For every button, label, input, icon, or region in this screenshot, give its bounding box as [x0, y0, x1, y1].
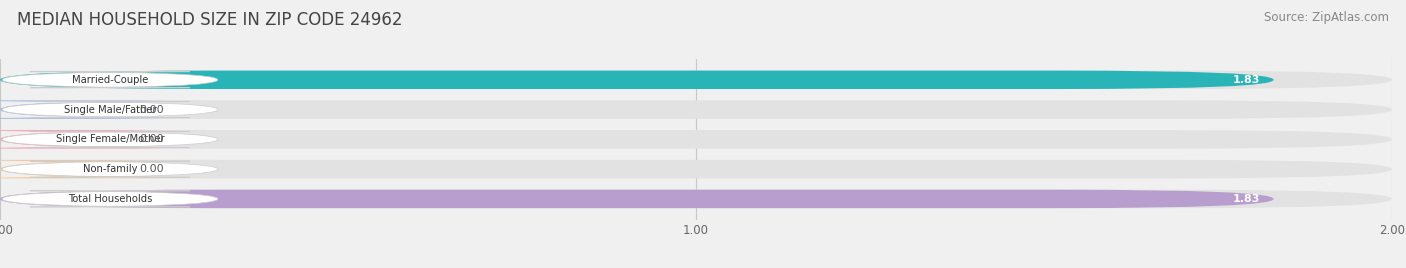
FancyBboxPatch shape	[1, 161, 218, 177]
Text: 1.83: 1.83	[1232, 75, 1260, 85]
FancyBboxPatch shape	[1, 72, 218, 88]
FancyBboxPatch shape	[0, 190, 1392, 208]
Text: Single Female/Mother: Single Female/Mother	[56, 134, 165, 144]
FancyBboxPatch shape	[1, 102, 218, 118]
Text: MEDIAN HOUSEHOLD SIZE IN ZIP CODE 24962: MEDIAN HOUSEHOLD SIZE IN ZIP CODE 24962	[17, 11, 402, 29]
FancyBboxPatch shape	[1, 191, 218, 207]
Text: 0.00: 0.00	[139, 105, 165, 115]
Text: Married-Couple: Married-Couple	[72, 75, 148, 85]
FancyBboxPatch shape	[0, 70, 1274, 89]
FancyBboxPatch shape	[0, 160, 215, 178]
FancyBboxPatch shape	[0, 70, 1392, 89]
Text: Total Households: Total Households	[67, 194, 152, 204]
FancyBboxPatch shape	[0, 190, 1274, 208]
FancyBboxPatch shape	[0, 100, 215, 119]
FancyBboxPatch shape	[0, 160, 1392, 178]
FancyBboxPatch shape	[0, 100, 1392, 119]
Text: 0.00: 0.00	[139, 134, 165, 144]
FancyBboxPatch shape	[0, 130, 215, 148]
Text: 0.00: 0.00	[139, 164, 165, 174]
Text: Non-family: Non-family	[83, 164, 138, 174]
FancyBboxPatch shape	[0, 130, 1392, 148]
Text: 1.83: 1.83	[1232, 194, 1260, 204]
Text: Single Male/Father: Single Male/Father	[63, 105, 156, 115]
FancyBboxPatch shape	[1, 131, 218, 147]
Text: Source: ZipAtlas.com: Source: ZipAtlas.com	[1264, 11, 1389, 24]
